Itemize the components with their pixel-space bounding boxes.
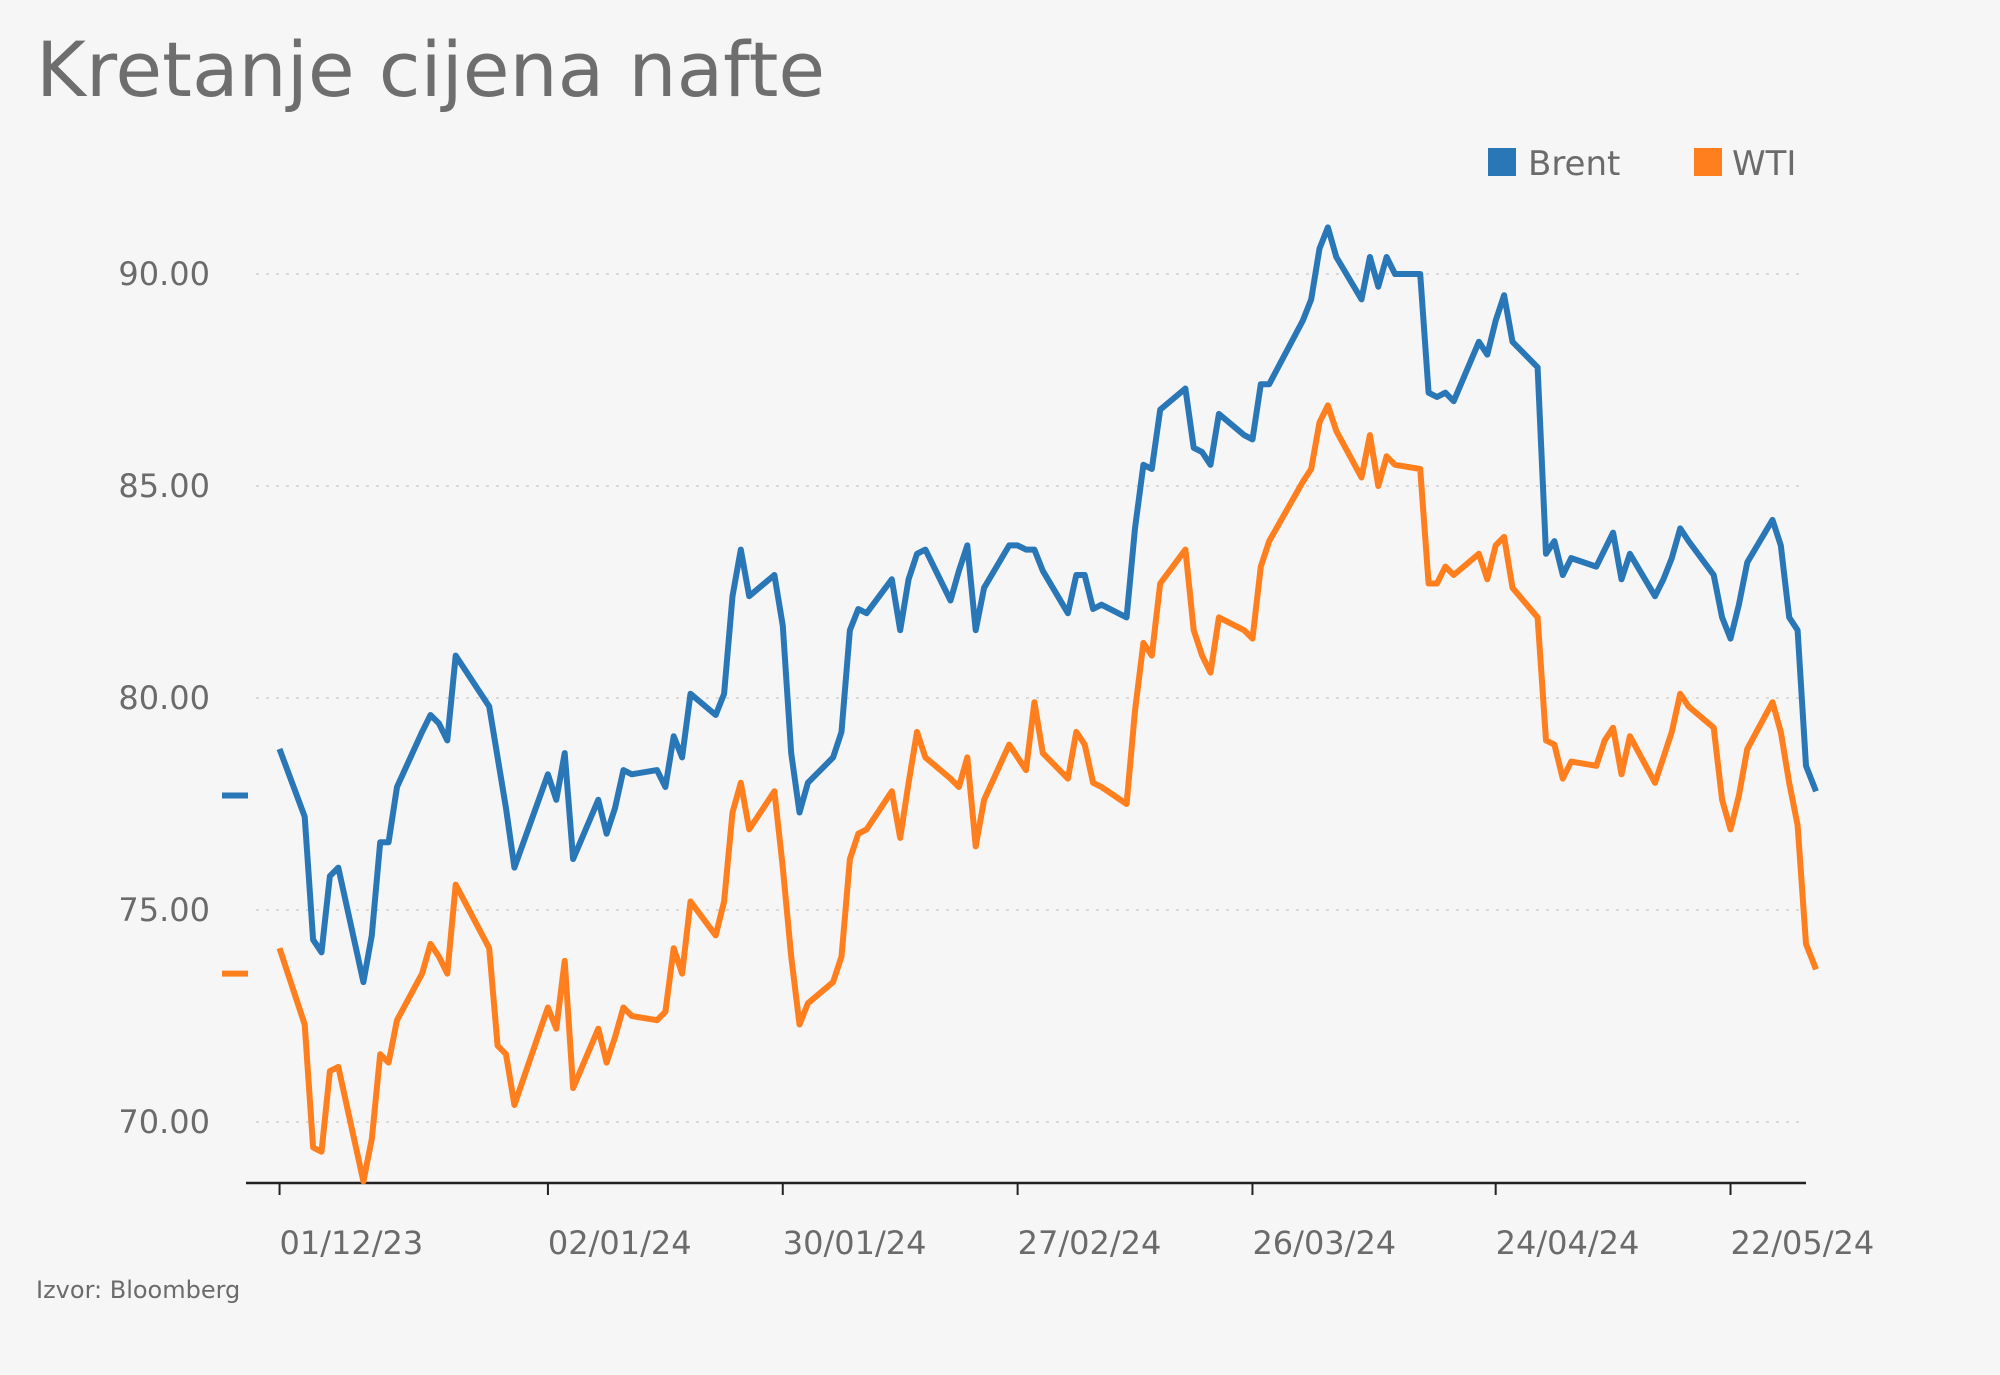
y-tick-label: 90.00 <box>118 255 210 293</box>
chart-title: Kretanje cijena nafte <box>36 25 825 114</box>
x-tick-label: 24/04/24 <box>1496 1224 1640 1262</box>
x-tick-label: 22/05/24 <box>1731 1224 1875 1262</box>
x-tick-label: 27/02/24 <box>1018 1224 1162 1262</box>
x-axis: 01/12/23 02/01/24 30/01/24 27/02/24 26/03/24… <box>246 1181 1875 1262</box>
x-tick-label: 01/12/23 <box>280 1224 424 1262</box>
source-note: Izvor: Bloomberg <box>36 1276 240 1304</box>
x-tick-label: 30/01/24 <box>783 1224 927 1262</box>
y-tick-label: 70.00 <box>118 1103 210 1141</box>
series-line-brent <box>276 224 1819 986</box>
x-tick-label: 02/01/24 <box>548 1224 692 1262</box>
y-tick-label: 85.00 <box>118 467 210 505</box>
y-tick-label: 75.00 <box>118 891 210 929</box>
grid-lines <box>256 273 1806 1123</box>
legend: Brent WTI <box>1488 144 1796 184</box>
x-tick-label: 26/03/24 <box>1252 1224 1396 1262</box>
series-lines <box>222 224 1819 1185</box>
legend-label-wti: WTI <box>1732 144 1796 184</box>
legend-swatch-brent <box>1488 148 1516 176</box>
y-tick-label: 80.00 <box>118 679 210 717</box>
legend-swatch-wti <box>1694 148 1722 176</box>
y-axis: 90.00 85.00 80.00 75.00 70.00 <box>118 255 210 1141</box>
series-line-wti <box>276 402 1819 1185</box>
legend-label-brent: Brent <box>1528 144 1620 184</box>
